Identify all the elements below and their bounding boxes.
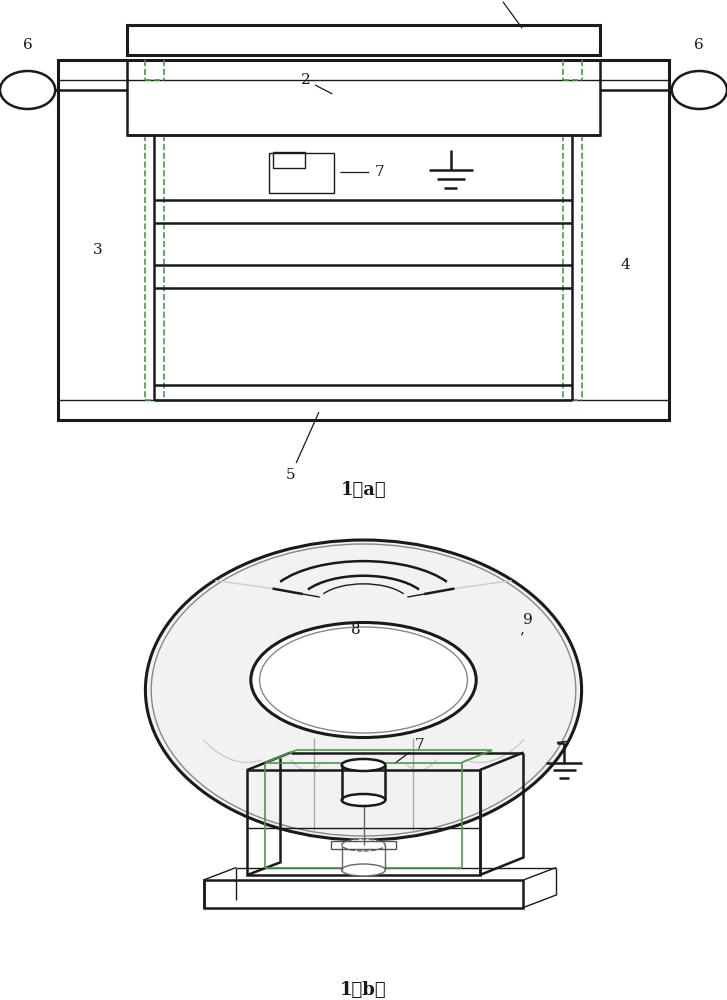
Bar — [247, 770, 480, 875]
Text: 1（a）: 1（a） — [341, 481, 386, 499]
Text: 7: 7 — [341, 165, 384, 180]
Ellipse shape — [342, 759, 385, 771]
Text: 7: 7 — [395, 738, 424, 763]
Bar — [58, 60, 669, 420]
Bar — [269, 152, 334, 192]
Circle shape — [145, 540, 582, 840]
Ellipse shape — [251, 622, 476, 738]
Ellipse shape — [342, 794, 385, 806]
Bar — [127, 25, 600, 55]
Text: 4: 4 — [620, 258, 630, 272]
Text: 8: 8 — [351, 623, 361, 637]
Bar — [331, 841, 396, 849]
Ellipse shape — [342, 864, 385, 876]
Ellipse shape — [342, 839, 385, 851]
Bar — [204, 880, 523, 908]
Text: 1（b）: 1（b） — [340, 981, 387, 999]
Text: 6: 6 — [694, 38, 704, 52]
Circle shape — [0, 71, 55, 109]
Text: 2: 2 — [300, 73, 332, 94]
Bar — [127, 60, 600, 135]
Text: 9: 9 — [522, 613, 533, 635]
Text: 3: 3 — [93, 243, 103, 257]
Text: 6: 6 — [23, 38, 33, 52]
Text: 1: 1 — [489, 0, 522, 28]
Text: 5: 5 — [286, 413, 318, 482]
Bar — [273, 151, 305, 167]
Circle shape — [672, 71, 727, 109]
Ellipse shape — [260, 627, 467, 733]
